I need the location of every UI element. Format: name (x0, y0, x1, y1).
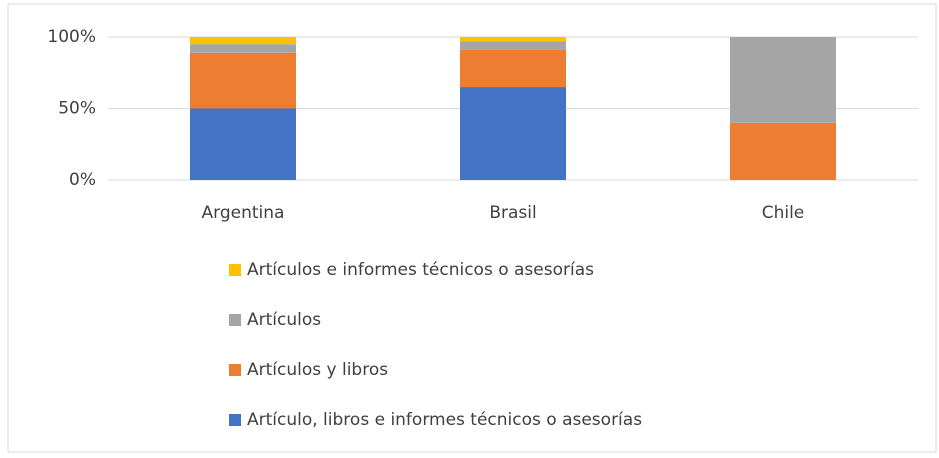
legend-label: Artículos e informes técnicos o asesoría… (247, 260, 594, 280)
bar-segment (460, 37, 566, 42)
y-tick-label: 50% (58, 99, 96, 119)
bar-segment (190, 37, 296, 45)
x-tick-label: Argentina (202, 203, 285, 223)
x-tick-label: Chile (762, 203, 805, 223)
bar-segment (460, 87, 566, 180)
bar-segment (730, 122, 836, 180)
bar-segment (190, 108, 296, 180)
bar-segment (190, 52, 296, 109)
bar-segment (190, 44, 296, 53)
y-tick-label: 0% (69, 170, 96, 190)
legend-label: Artículo, libros e informes técnicos o a… (247, 410, 642, 430)
legend-swatch (229, 264, 241, 276)
legend-swatch (229, 364, 241, 376)
bar-segment (460, 49, 566, 88)
y-tick-label: 100% (47, 27, 96, 47)
legend-swatch (229, 314, 241, 326)
bar-segment (730, 37, 836, 123)
bar-segment (460, 41, 566, 50)
legend-swatch (229, 414, 241, 426)
legend-label: Artículos (247, 310, 321, 330)
legend-label: Artículos y libros (247, 360, 388, 380)
x-tick-label: Brasil (489, 203, 536, 223)
